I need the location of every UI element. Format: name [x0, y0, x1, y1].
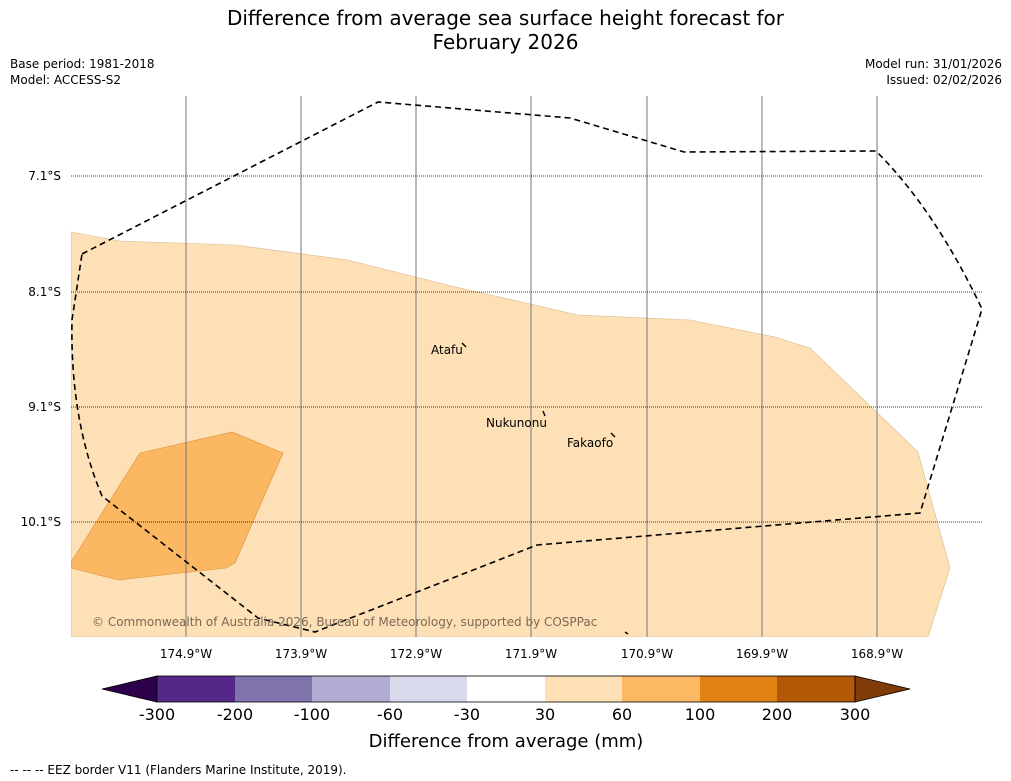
- colorbar-tick: 60: [612, 705, 632, 724]
- place-label-nukunonu: Nukunonu: [486, 416, 547, 430]
- islet-icon: [624, 631, 629, 635]
- colorbar-tick: -30: [454, 705, 480, 724]
- lon-label: 173.9°W: [275, 647, 327, 661]
- colorbar-extend-high: [854, 675, 911, 703]
- colorbar-segment: [390, 676, 467, 702]
- colorbar-outline: [156, 675, 856, 703]
- colorbar-extend-low: [101, 675, 158, 703]
- eez-legend-note: -- -- -- EEZ border V11 (Flanders Marine…: [10, 763, 347, 777]
- lon-label: 171.9°W: [505, 647, 557, 661]
- lon-label: 169.9°W: [736, 647, 788, 661]
- title-line-2: February 2026: [432, 30, 579, 54]
- base-period: Base period: 1981-2018: [10, 57, 155, 71]
- atafu-atoll-icon: [461, 342, 467, 348]
- lon-label: 174.9°W: [160, 647, 212, 661]
- model-run: Model run: 31/01/2026: [864, 57, 1002, 71]
- anomaly-zone-60-100: [71, 431, 284, 581]
- colorbar-segment: [545, 676, 622, 702]
- colorbar-segment: [157, 676, 235, 702]
- colorbar-tick: -100: [294, 705, 330, 724]
- colorbar-segment: [312, 676, 390, 702]
- copyright-notice: © Commonwealth of Australia 2026, Bureau…: [92, 615, 597, 629]
- colorbar-tick: 300: [840, 705, 871, 724]
- model-name: Model: ACCESS-S2: [10, 73, 122, 87]
- island-markers: [461, 342, 629, 635]
- place-label-atafu: Atafu: [431, 343, 463, 357]
- meta-right: Model run: 31/01/2026 Issued: 02/02/2026: [865, 56, 1002, 88]
- lat-label: 8.1°S: [28, 285, 61, 299]
- nukunonu-atoll-icon: [542, 410, 546, 417]
- colorbar-segment: [700, 676, 777, 702]
- lat-label: 10.1°S: [21, 515, 61, 529]
- lat-label: 7.1°S: [28, 169, 61, 183]
- colorbar-segment: [777, 676, 855, 702]
- colorbar-tick: -300: [139, 705, 175, 724]
- lat-label: 9.1°S: [28, 400, 61, 414]
- colorbar-tick: -200: [217, 705, 253, 724]
- fakaofo-atoll-icon: [610, 432, 616, 438]
- map-title: Difference from average sea surface heig…: [0, 6, 1011, 54]
- eez-border: [71, 101, 982, 633]
- colorbar-segment: [235, 676, 312, 702]
- colorbar-tick: 200: [762, 705, 793, 724]
- place-label-fakaofo: Fakaofo: [567, 436, 613, 450]
- issued-date: Issued: 02/02/2026: [886, 73, 1002, 87]
- longitude-labels: 174.9°W 173.9°W 172.9°W 171.9°W 170.9°W …: [160, 647, 903, 661]
- meta-left: Base period: 1981-2018 Model: ACCESS-S2: [10, 56, 155, 88]
- map-area: Atafu Nukunonu Fakaofo © Commonwealth of…: [71, 96, 982, 637]
- colorbar-label: Difference from average (mm): [369, 731, 644, 752]
- colorbar-tick: -60: [377, 705, 403, 724]
- colorbar-segment: [467, 676, 545, 702]
- lon-label: 168.9°W: [851, 647, 903, 661]
- lon-label: 170.9°W: [621, 647, 673, 661]
- colorbar: -300 -200 -100 -60 -30 30 60 100 200 300…: [101, 675, 911, 752]
- colorbar-tick: 30: [535, 705, 555, 724]
- anomaly-zone-30-60: [71, 231, 951, 637]
- colorbar-tick: 100: [685, 705, 716, 724]
- longitude-gridlines: [185, 96, 878, 637]
- title-line-1: Difference from average sea surface heig…: [226, 6, 785, 30]
- colorbar-segment: [622, 676, 700, 702]
- lon-label: 172.9°W: [390, 647, 442, 661]
- latitude-labels: 7.1°S 8.1°S 9.1°S 10.1°S: [21, 169, 61, 529]
